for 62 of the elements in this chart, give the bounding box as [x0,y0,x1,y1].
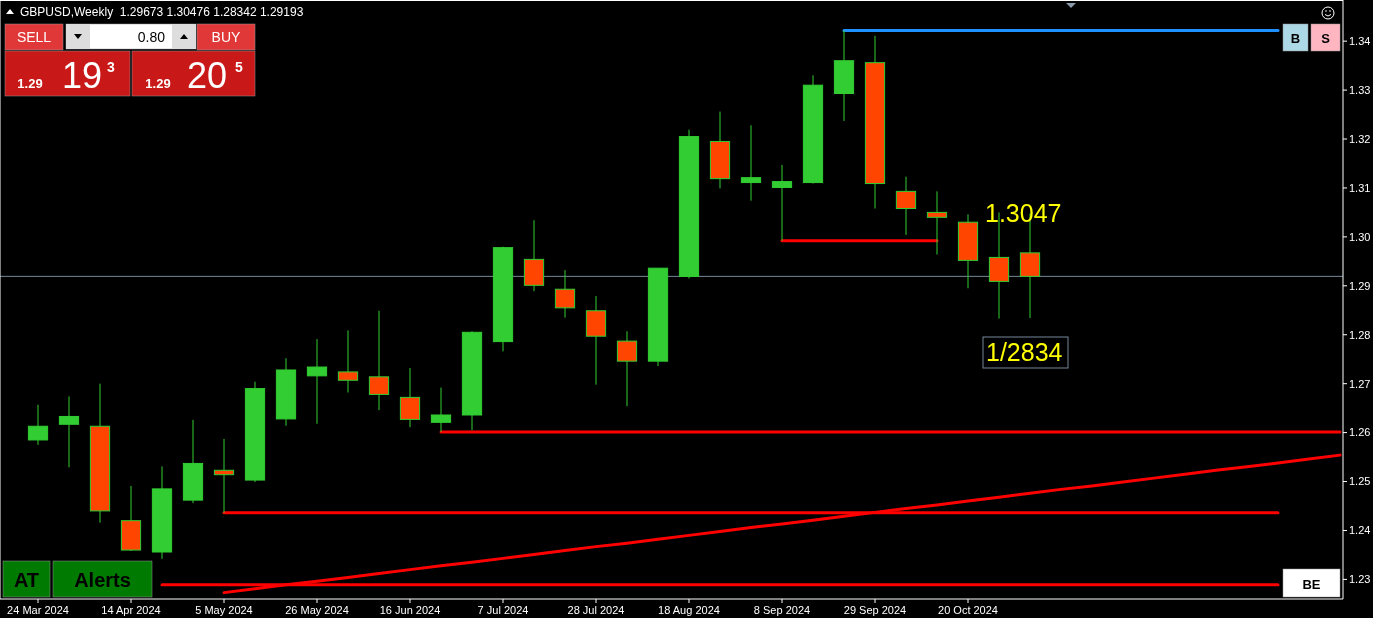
s-button: S [1310,23,1341,52]
candlestick [926,190,948,255]
annotation: 1.29 [17,76,43,91]
buy-button: BUY [196,23,256,51]
y-tick-label: 1.26 [1349,426,1371,439]
y-tick-label: 1.34 [1349,35,1371,47]
x-tick-label: 5 May 2024 [195,604,253,616]
x-tick-label: 24 Mar 2024 [7,604,69,616]
annotation: Alerts [74,569,131,591]
annotation: 1.29 [145,76,171,91]
candlestick [399,367,421,428]
x-tick-label: 16 Jun 2024 [379,604,441,616]
x-tick-label: 20 Oct 2024 [938,604,998,616]
candlestick [616,330,638,407]
x-tick-label: 8 Sep 2024 [753,604,811,616]
lot-size-field: 0.80 [65,23,197,50]
candlestick [430,387,452,433]
annotation: B [1290,31,1301,46]
candlestick [337,329,359,393]
annotation: 1/2834 [986,338,1063,366]
at-button: AT [2,560,51,598]
y-tick-label: 1.33 [1349,83,1371,96]
y-tick-label: 1.27 [1349,377,1371,390]
x-tick-label: 18 Aug 2024 [658,604,720,616]
candlestick [740,124,762,202]
annotation: S [1321,31,1331,46]
x-tick-label: 7 Jul 2024 [477,604,529,616]
alerts-button: Alerts [52,560,153,598]
annotation: 1.3047 [985,199,1062,227]
candlestick [554,269,576,319]
annotation: AT [13,569,40,591]
annotation: BE [1302,577,1321,592]
y-tick-label: 1.31 [1349,181,1371,194]
candlestick [58,395,80,468]
b-button: B [1282,23,1309,52]
y-tick-label: 1.23 [1349,573,1371,586]
candlestick [306,338,328,425]
candlestick [368,310,390,411]
sell-button: SELL [4,23,64,51]
chart-title: GBPUSD,Weekly 1.29673 1.30476 1.28342 1.29193 [20,5,304,19]
annotation: SELL [16,29,52,45]
y-tick-label: 1.30 [1349,230,1371,243]
x-tick-label: 28 Jul 2024 [567,604,625,616]
annotation: 5 [235,59,244,75]
annotation: 19 [61,55,103,96]
y-tick-label: 1.25 [1349,475,1371,488]
x-tick-label: 14 Apr 2024 [101,604,161,616]
candlestick [771,164,793,242]
y-tick-label: 1.29 [1349,279,1371,292]
annotation: 20 [186,55,228,96]
y-tick-label: 1.24 [1349,524,1371,537]
y-tick-label: 1.32 [1349,132,1371,145]
y-tick-label: 1.28 [1349,328,1371,341]
annotation: BUY [211,29,242,45]
candlestick [27,404,49,446]
x-tick-label: 26 May 2024 [285,604,349,616]
candlestick [895,176,917,236]
be-button: BE [1282,568,1341,598]
annotation: 3 [107,59,116,75]
x-tick-label: 29 Sep 2024 [843,604,907,616]
annotation: 0.80 [137,29,166,45]
candlestick [213,438,235,514]
